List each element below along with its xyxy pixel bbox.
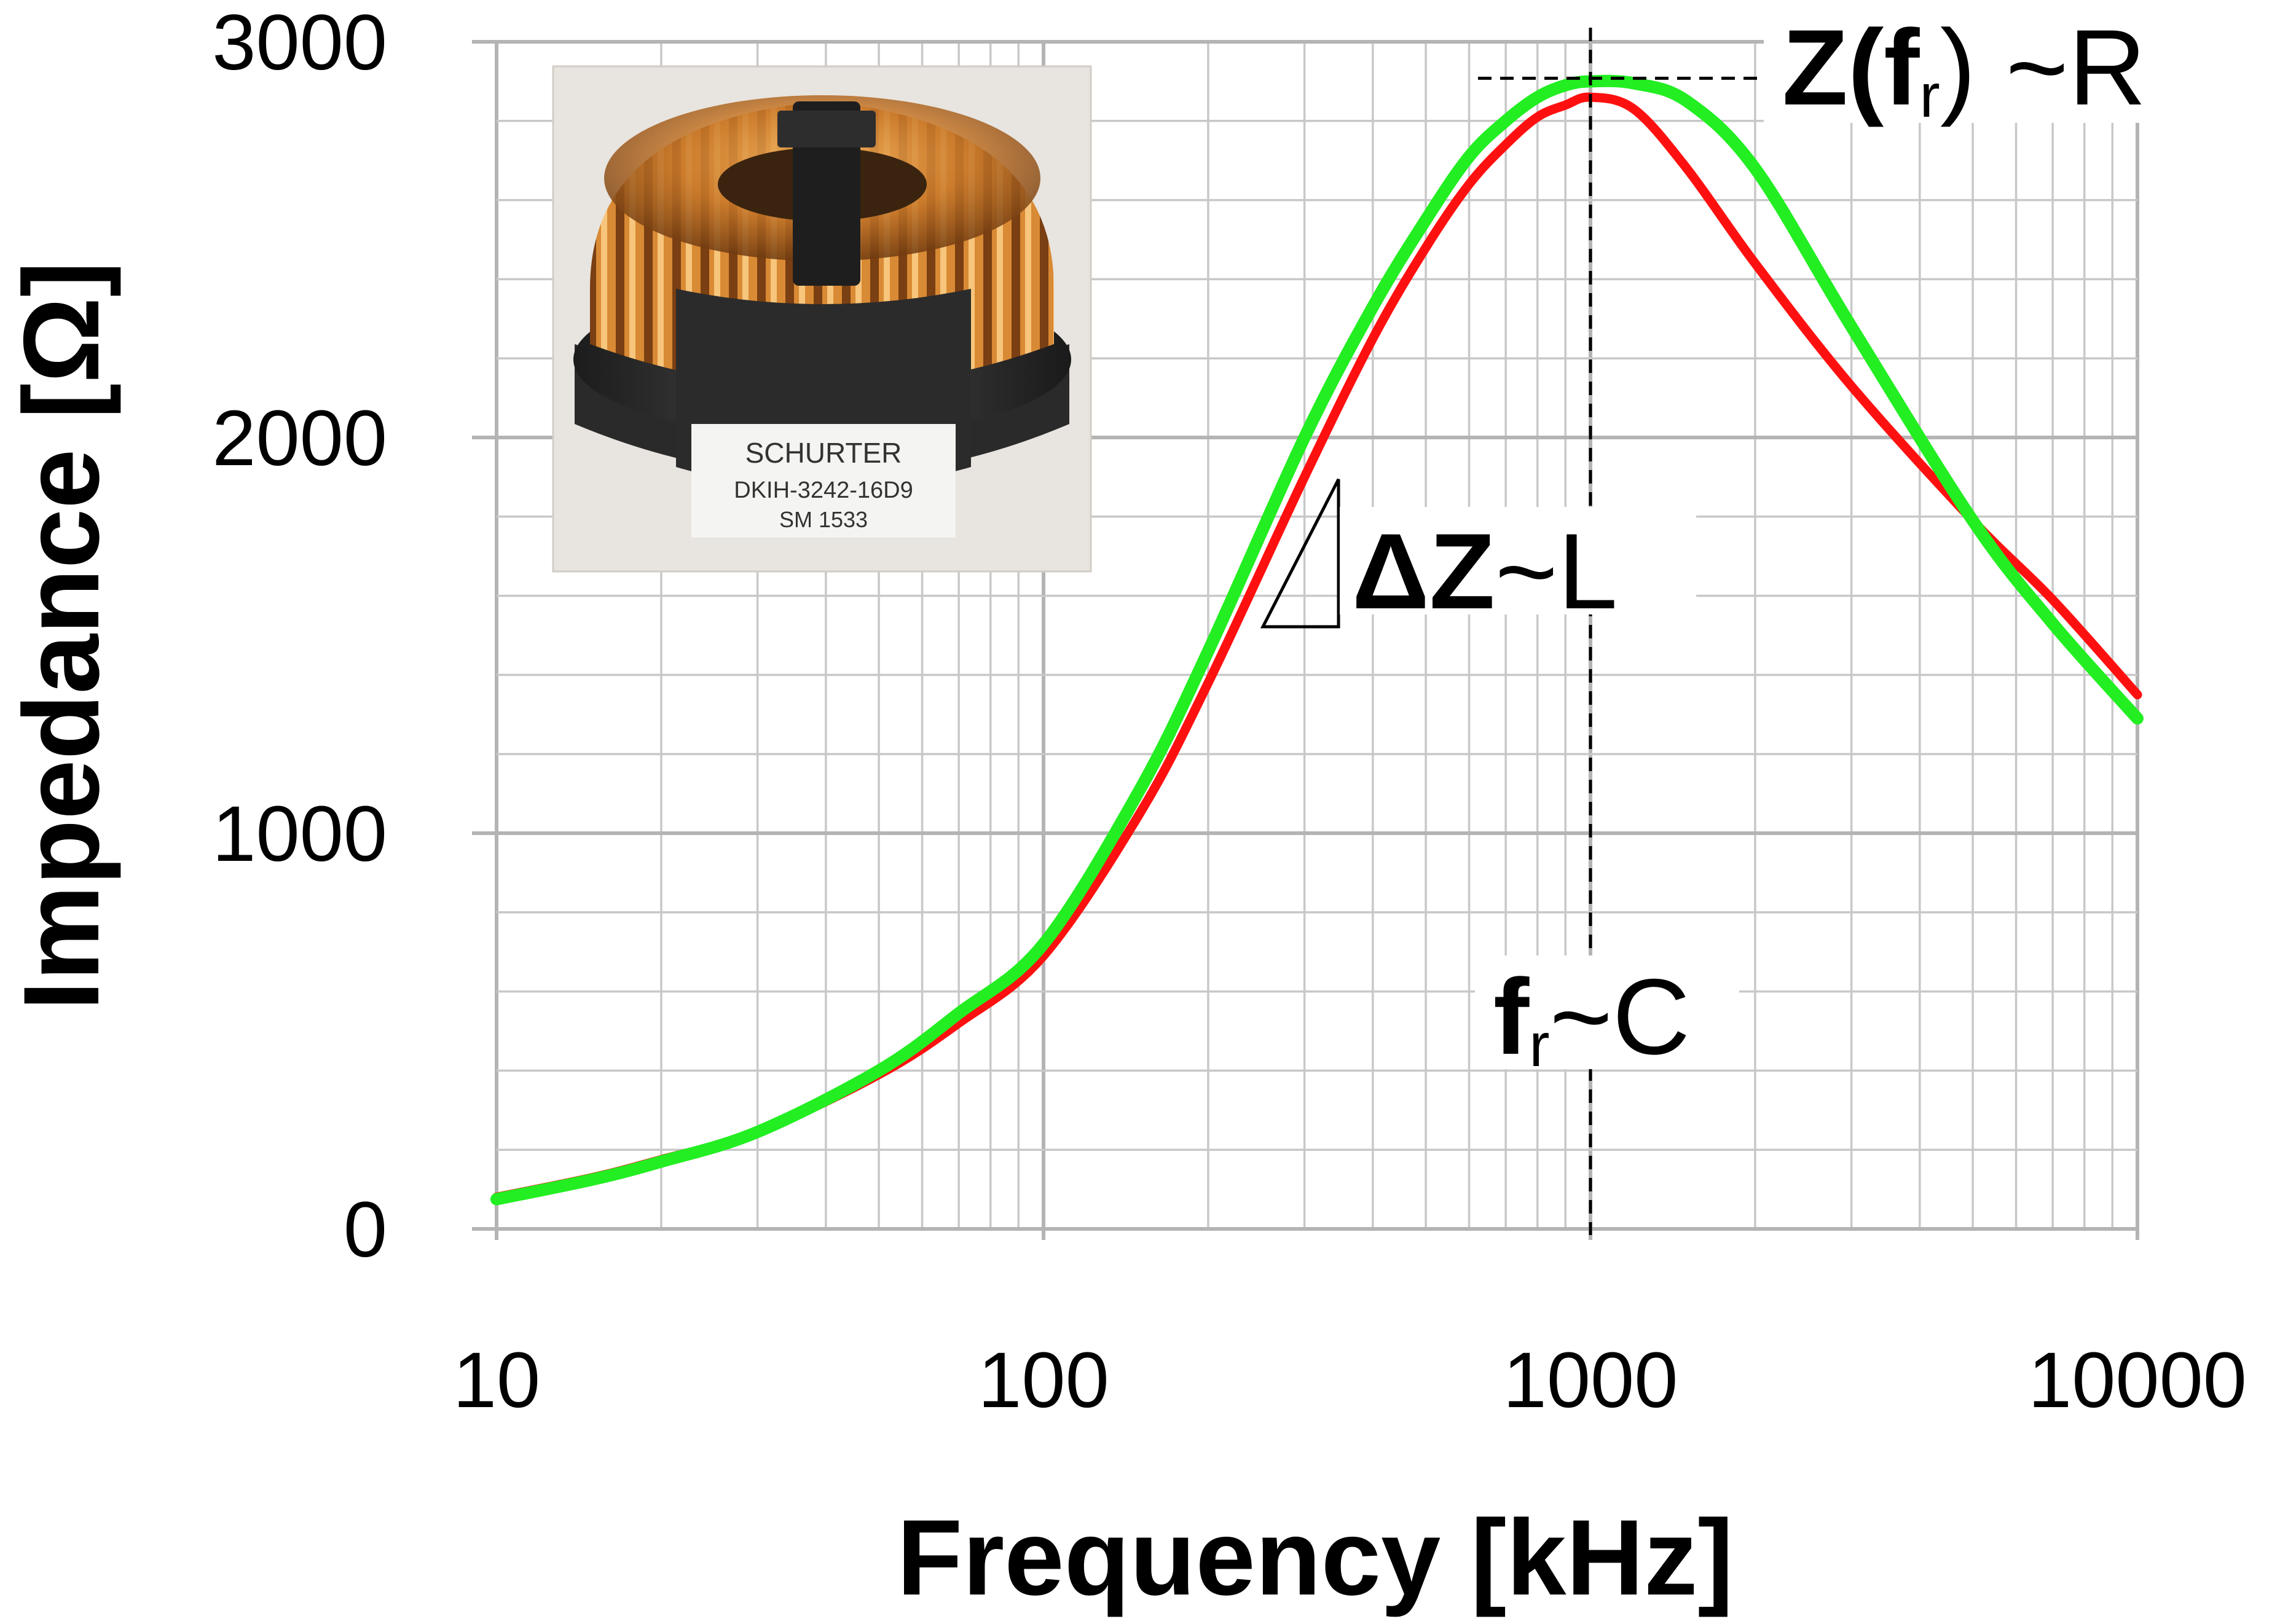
x-tick-label: 1000 — [1503, 1336, 1678, 1424]
y-tick-label: 1000 — [212, 790, 387, 878]
x-tick-label: 10 — [453, 1336, 540, 1424]
resonance-label-background — [1475, 955, 1739, 1069]
series — [490, 74, 2144, 1206]
tick-labels: 10 100 1000 10000 0 1000 2000 3000 — [212, 0, 2247, 1424]
slope-label-background — [1340, 507, 1696, 614]
annotations: Z(fr) ~R fr~C ΔZ~L — [1260, 8, 2206, 1235]
y-axis-title: Impedance [Ω] — [2, 261, 122, 1011]
slope-triangle — [1260, 478, 1340, 629]
photo-brand-text: SCHURTER — [745, 437, 902, 469]
x-tick-label: 100 — [978, 1336, 1109, 1424]
y-tick-label: 3000 — [212, 0, 387, 87]
resonance-annotation: fr~C — [1493, 957, 1690, 1080]
photo-code-text: SM 1533 — [779, 507, 868, 532]
y-tick-label: 0 — [344, 1186, 387, 1274]
peak-annotation: Z(fr) ~R — [1782, 8, 2146, 130]
x-tick-label: 10000 — [2028, 1336, 2247, 1424]
y-tick-label: 2000 — [212, 394, 387, 482]
x-axis-title: Frequency [kHz] — [897, 1498, 1733, 1618]
green-series-line — [490, 74, 2144, 1206]
inductor-photo: SCHURTER DKIH-3242-16D9 SM 1533 — [552, 65, 1092, 573]
photo-part-number-text: DKIH-3242-16D9 — [734, 477, 913, 503]
peak-label-background — [1764, 12, 2206, 123]
slope-annotation: ΔZ~L — [1352, 512, 1618, 632]
